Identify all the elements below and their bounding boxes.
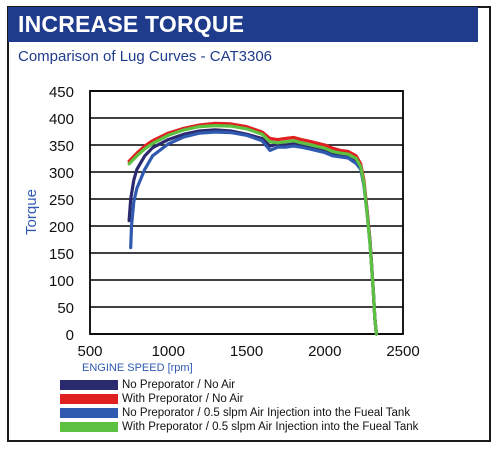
- y-tick-label: 250: [49, 192, 74, 209]
- y-tick-label: 350: [49, 138, 74, 155]
- series-line-3: [129, 130, 378, 336]
- y-tick-label: 300: [49, 165, 74, 182]
- y-tick-label: 50: [57, 300, 74, 317]
- legend-swatch: [60, 394, 118, 404]
- x-tick-label: 2500: [386, 343, 419, 360]
- plot-area: [89, 90, 404, 335]
- legend-label: No Preporator / 0.5 slpm Air Injection i…: [122, 407, 411, 419]
- page-title: INCREASE TORQUE: [8, 7, 478, 42]
- x-tick-label: 1500: [230, 343, 263, 360]
- y-tick-label: 450: [49, 84, 74, 101]
- y-tick-label: 200: [49, 219, 74, 236]
- chart-frame: [7, 6, 491, 442]
- legend-item: No Preporator / No Air: [60, 378, 418, 392]
- x-tick-label: 2000: [308, 343, 341, 360]
- legend-label: No Preporator / No Air: [122, 379, 236, 391]
- x-axis-label: ENGINE SPEED [rpm]: [82, 362, 193, 374]
- y-tick-label: 150: [49, 246, 74, 263]
- y-tick-label: 100: [49, 273, 74, 290]
- legend-label: With Preporator / 0.5 slpm Air Injection…: [122, 421, 419, 433]
- chart-subtitle: Comparison of Lug Curves - CAT3306: [18, 48, 273, 65]
- y-tick-label: 400: [49, 111, 74, 128]
- x-tick-label: 500: [77, 343, 102, 360]
- legend-item: No Preporator / 0.5 slpm Air Injection i…: [60, 406, 418, 420]
- y-axis-label: Torque: [23, 189, 40, 235]
- series-line-1: [127, 128, 378, 336]
- legend-swatch: [60, 422, 118, 432]
- legend-swatch: [60, 380, 118, 390]
- legend-item: With Preporator / No Air: [60, 392, 418, 406]
- series-line-4: [127, 124, 378, 336]
- y-tick-label: 0: [66, 327, 74, 344]
- legend-swatch: [60, 408, 118, 418]
- legend-item: With Preporator / 0.5 slpm Air Injection…: [60, 420, 418, 434]
- legend-label: With Preporator / No Air: [122, 393, 244, 405]
- legend: No Preporator / No Air With Preporator / …: [60, 378, 418, 434]
- x-tick-label: 1000: [152, 343, 185, 360]
